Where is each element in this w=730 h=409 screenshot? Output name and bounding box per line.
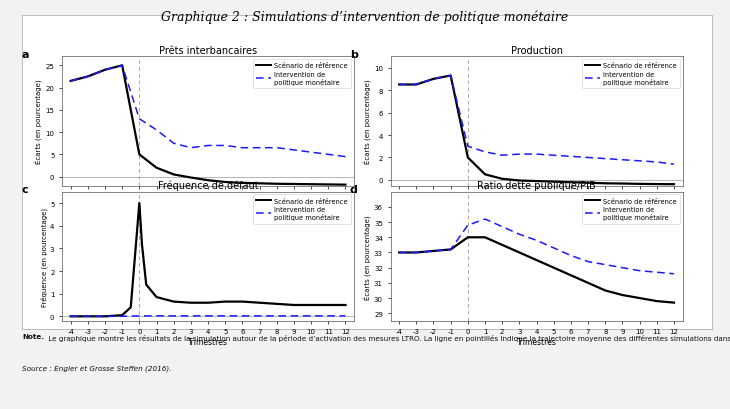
Text: Source : Engler et Grosse Steffen (2016).: Source : Engler et Grosse Steffen (2016)… [22,364,172,371]
Title: Production: Production [510,46,563,56]
Text: c: c [21,184,28,194]
Legend: Scénario de référence, Intervention de
politique monétaire: Scénario de référence, Intervention de p… [253,60,351,89]
Y-axis label: Écarts (en pourcentage): Écarts (en pourcentage) [364,79,372,164]
Title: Fréquence de défaut: Fréquence de défaut [158,180,258,191]
Legend: Scénario de référence, Intervention de
politique monétaire: Scénario de référence, Intervention de p… [582,60,680,89]
Y-axis label: Fréquence (en pourcentage): Fréquence (en pourcentage) [40,207,48,306]
Text: b: b [350,49,358,59]
Title: Prêts interbancaires: Prêts interbancaires [159,46,257,56]
X-axis label: Trimestres: Trimestres [517,202,556,211]
Text: d: d [350,184,358,194]
Legend: Scénario de référence, Intervention de
politique monétaire: Scénario de référence, Intervention de p… [253,195,351,224]
Title: Ratio dette publique/PIB: Ratio dette publique/PIB [477,181,596,191]
Legend: Scénario de référence, Intervention de
politique monétaire: Scénario de référence, Intervention de p… [582,195,680,224]
Text: Graphique 2 : Simulations d’intervention de politique monétaire: Graphique 2 : Simulations d’intervention… [161,10,569,24]
Text: Note.: Note. [22,333,44,339]
Text: Le graphique montre les résultats de la simulation autour de la période d’activa: Le graphique montre les résultats de la … [46,333,730,341]
X-axis label: Trimestres: Trimestres [517,337,556,346]
X-axis label: Trimestres: Trimestres [188,202,228,211]
Text: a: a [21,49,28,59]
Y-axis label: Écarts (en pourcentage): Écarts (en pourcentage) [364,214,372,299]
Y-axis label: Écarts (en pourcentage): Écarts (en pourcentage) [35,79,43,164]
X-axis label: Trimestres: Trimestres [188,337,228,346]
